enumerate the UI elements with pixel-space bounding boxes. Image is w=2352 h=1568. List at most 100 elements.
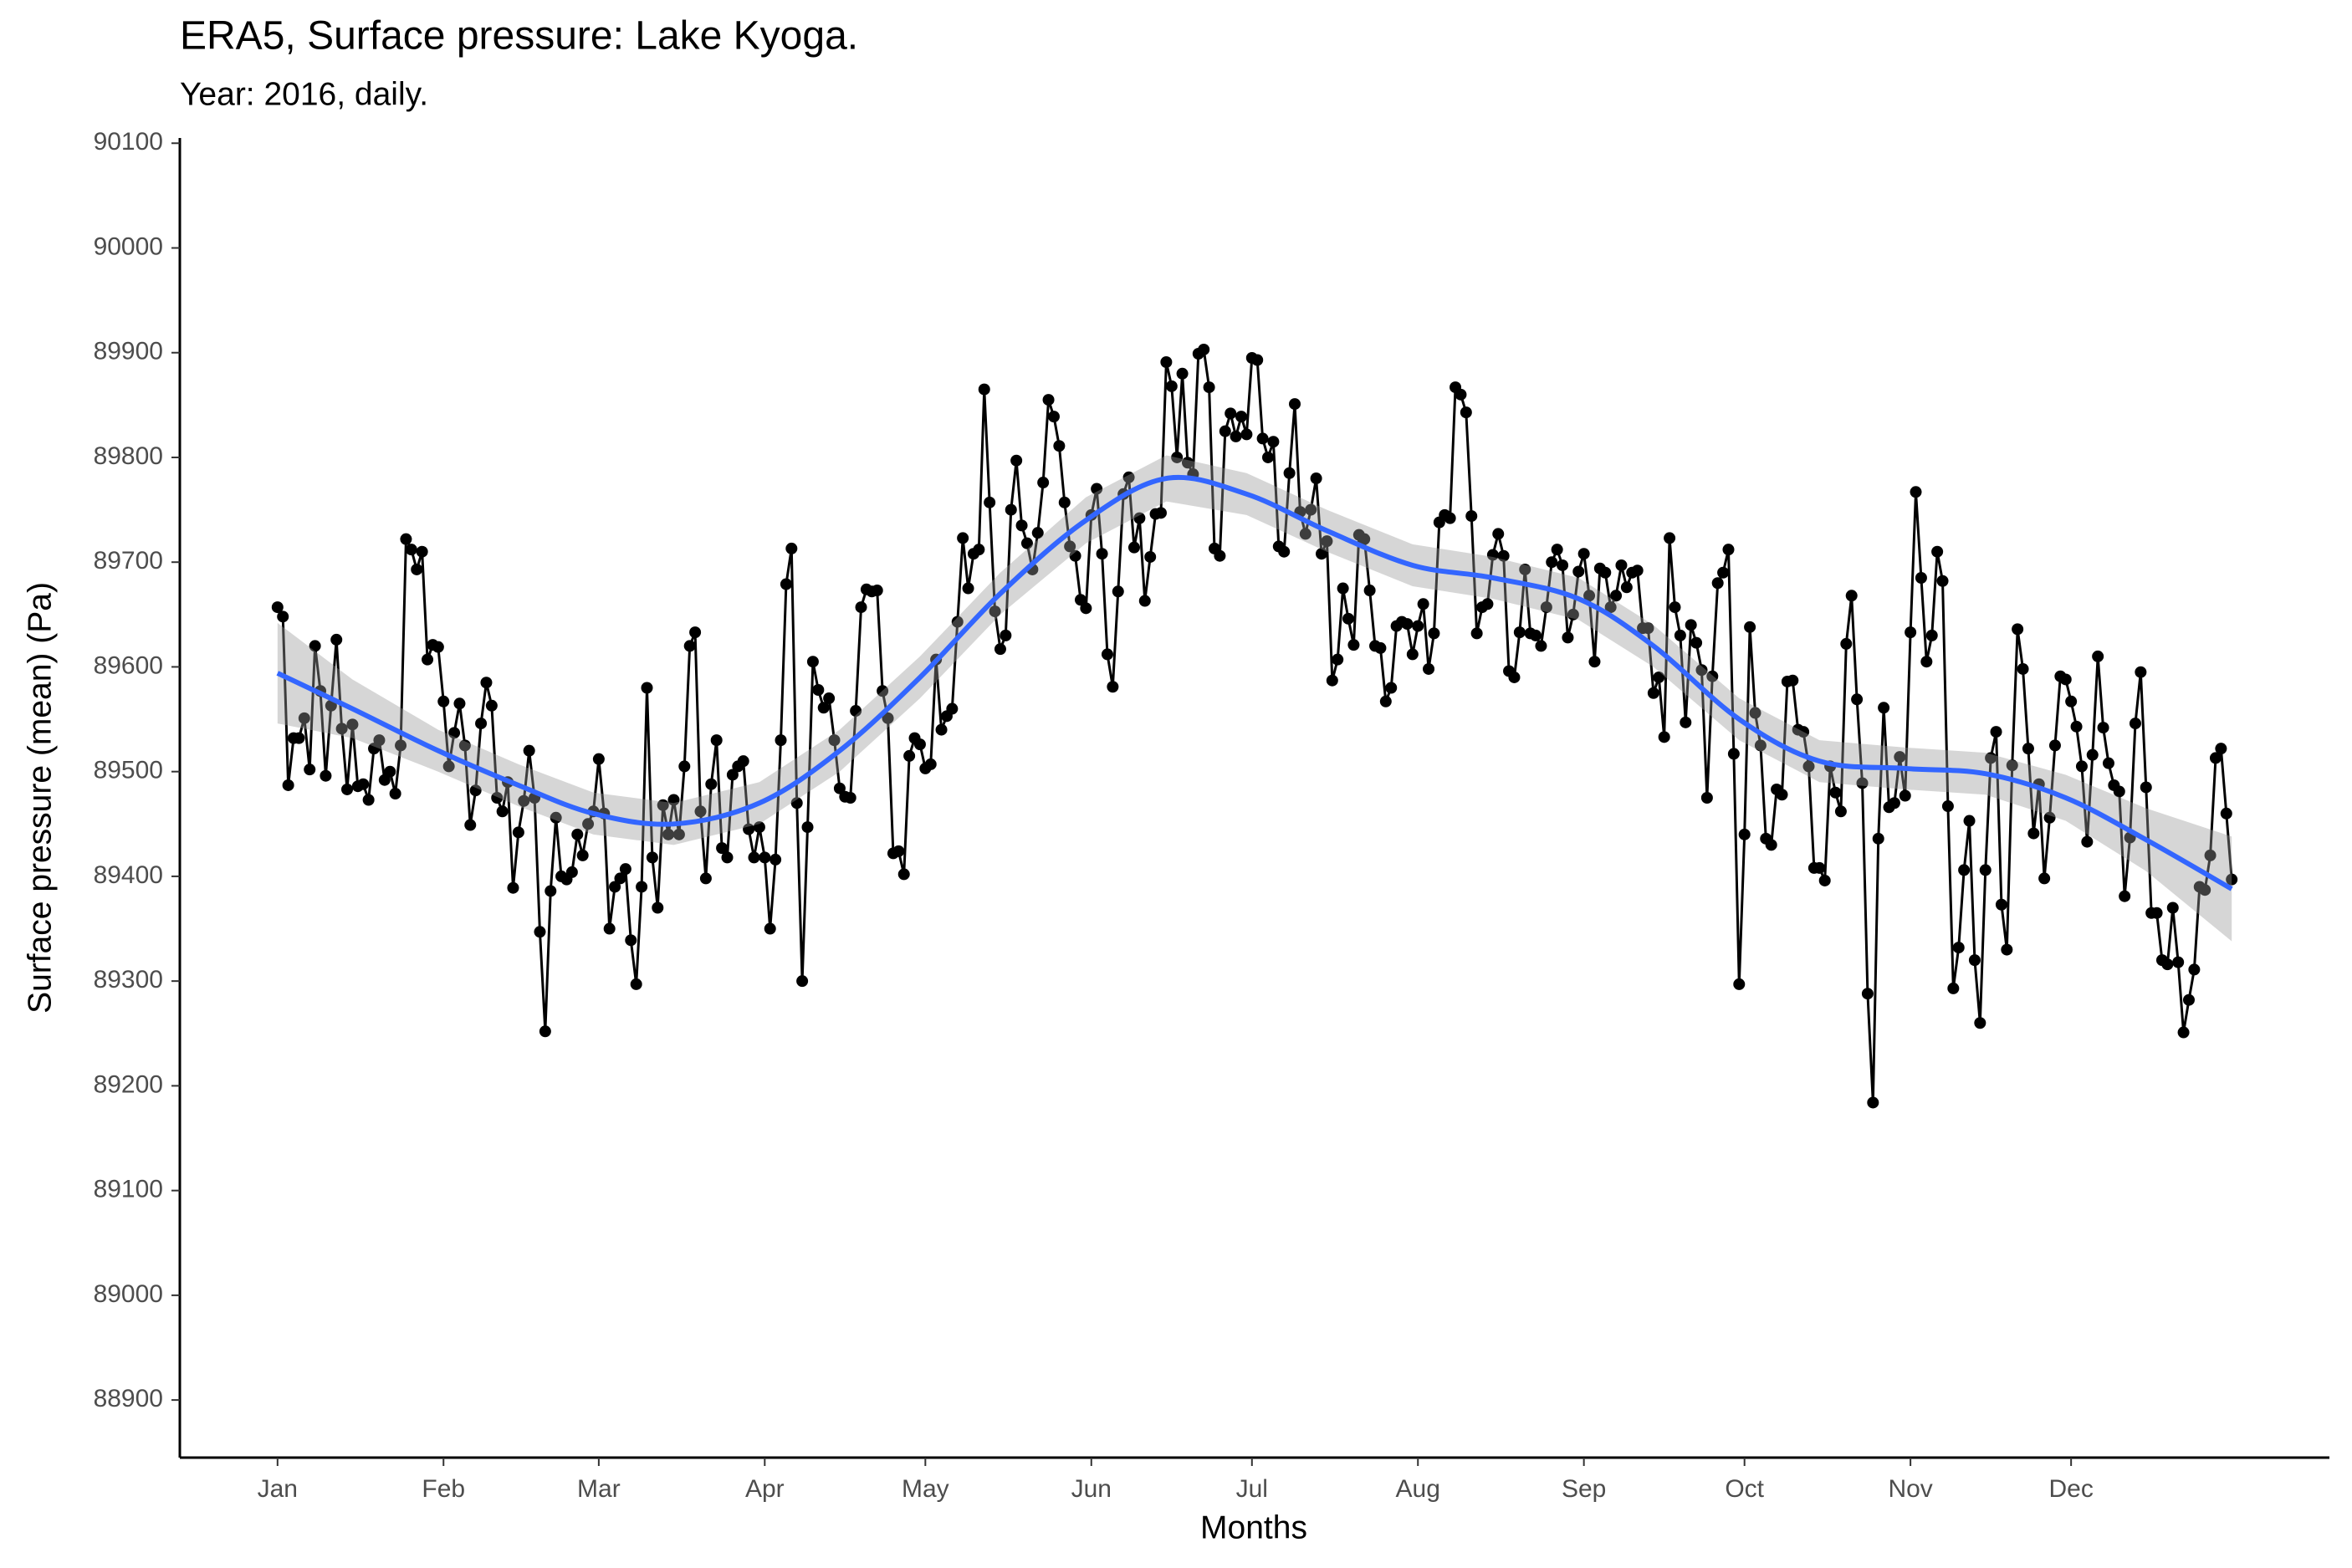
data-point	[1513, 626, 1526, 639]
data-point	[1321, 535, 1333, 548]
data-point	[1535, 640, 1547, 652]
x-tick-label: Jul	[1236, 1475, 1268, 1503]
data-point	[1711, 577, 1724, 590]
data-point	[780, 578, 792, 590]
data-point	[512, 826, 524, 839]
data-point	[2166, 901, 2179, 914]
data-point	[1299, 528, 1311, 540]
data-point	[770, 853, 782, 866]
data-point	[828, 734, 841, 747]
y-tick-label: 88900	[94, 1385, 163, 1412]
data-point	[1985, 752, 1997, 764]
data-point	[877, 685, 889, 697]
data-point	[743, 823, 755, 835]
data-point	[1326, 674, 1338, 687]
data-point	[1358, 533, 1371, 545]
data-point	[1979, 864, 1992, 876]
data-point	[2038, 872, 2051, 885]
data-point	[565, 866, 578, 878]
data-point	[2135, 666, 2147, 678]
data-point	[1706, 670, 1719, 682]
x-tick-label: Aug	[1396, 1475, 1440, 1503]
y-tick-label: 89500	[94, 757, 163, 784]
x-tick-label: Jun	[1071, 1475, 1112, 1503]
data-point	[973, 544, 985, 556]
data-point	[1214, 549, 1226, 562]
y-axis-title: Surface pressure (mean) (Pa)	[22, 582, 58, 1014]
data-point	[1540, 601, 1552, 614]
y-tick-label: 89700	[94, 547, 163, 575]
data-point	[1818, 874, 1831, 886]
data-point	[694, 805, 707, 818]
smooth-line	[276, 474, 2233, 891]
data-point	[1000, 629, 1012, 641]
data-point	[1861, 988, 1874, 1000]
data-point	[485, 699, 498, 712]
data-point	[1749, 707, 1761, 719]
data-point	[1700, 792, 1713, 804]
data-point	[298, 712, 310, 724]
data-point	[1486, 549, 1499, 561]
data-point	[1674, 629, 1686, 641]
data-point	[1444, 512, 1456, 524]
data-point	[2215, 743, 2227, 755]
data-point	[978, 383, 990, 396]
data-point	[678, 760, 691, 773]
data-point	[1754, 739, 1767, 752]
data-point	[737, 755, 749, 768]
data-point	[1428, 627, 1440, 640]
data-point	[1492, 528, 1505, 540]
data-point	[1127, 541, 1140, 554]
data-point	[1069, 549, 1081, 562]
data-point	[935, 723, 948, 736]
data-point	[2048, 739, 2061, 752]
data-point	[775, 734, 787, 747]
data-point	[293, 732, 305, 744]
data-point	[1133, 512, 1146, 524]
data-point	[1878, 702, 1890, 714]
data-point	[576, 849, 589, 861]
data-point	[437, 695, 450, 707]
data-point	[1316, 548, 1328, 560]
data-point	[2001, 943, 2013, 956]
data-point	[1363, 585, 1376, 597]
data-point	[1567, 608, 1579, 621]
x-axis-title: Months	[1200, 1509, 1307, 1545]
data-point	[491, 792, 504, 804]
data-point	[1203, 381, 1215, 394]
data-point	[785, 542, 798, 554]
data-point	[806, 656, 819, 668]
data-point	[1010, 454, 1023, 467]
data-point	[320, 769, 332, 782]
data-point	[1219, 425, 1231, 437]
data-point	[903, 749, 916, 762]
data-point	[1905, 626, 1917, 639]
data-point	[652, 901, 664, 914]
data-point	[748, 851, 760, 864]
data-point	[1577, 548, 1590, 560]
data-point	[1546, 556, 1558, 569]
data-point	[1642, 622, 1654, 635]
data-point	[1620, 581, 1633, 594]
data-point	[2209, 752, 2222, 764]
data-point	[897, 868, 910, 881]
data-point	[1107, 681, 1119, 693]
data-point	[1058, 496, 1071, 508]
data-point	[630, 978, 642, 990]
data-point	[636, 881, 648, 893]
data-point	[1337, 582, 1349, 595]
data-point	[1470, 627, 1483, 640]
data-point	[716, 842, 729, 855]
data-point	[518, 794, 530, 807]
data-point	[1096, 548, 1108, 560]
data-point	[1599, 566, 1612, 579]
data-point	[2075, 760, 2088, 773]
data-point	[2092, 650, 2104, 662]
data-point	[1583, 590, 1596, 602]
data-point	[1460, 406, 1472, 419]
data-point	[341, 783, 354, 795]
data-point	[1037, 477, 1050, 489]
data-point	[571, 828, 584, 840]
data-point	[362, 794, 375, 806]
data-point	[271, 601, 284, 614]
